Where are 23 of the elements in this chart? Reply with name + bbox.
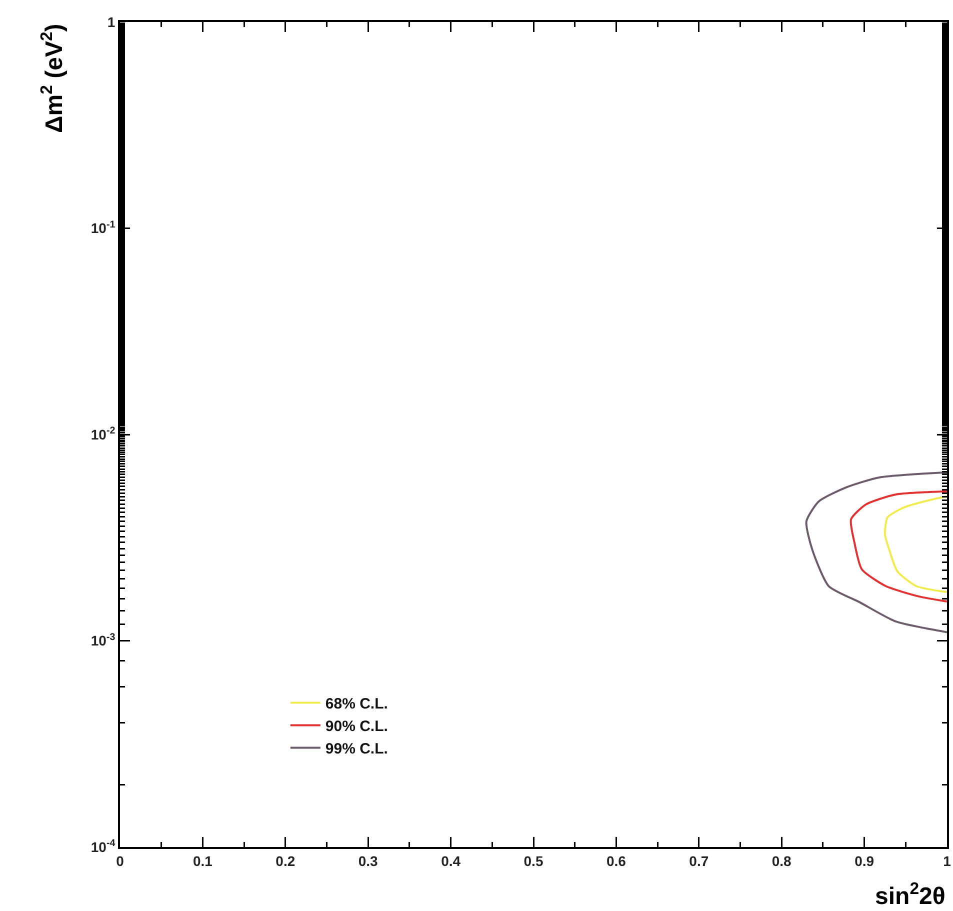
x-tick-label: 0.2 xyxy=(276,852,296,869)
legend-label: 68% C.L. xyxy=(325,696,388,713)
line-series xyxy=(805,471,947,634)
x-tick-label: 0.6 xyxy=(606,852,626,869)
x-tick-label: 0.8 xyxy=(772,852,792,869)
x-tick-label: 0.7 xyxy=(689,852,709,869)
legend-label: 90% C.L. xyxy=(325,718,388,736)
y-tick-label: 10$^{-3}$ xyxy=(90,632,116,649)
x-tick-label: 0.4 xyxy=(441,852,461,869)
x-axis-title: sin$^{2}$2θ xyxy=(875,879,946,910)
y-tick-label: 1 xyxy=(107,14,116,30)
line-series xyxy=(884,495,947,594)
x-tick-label: 1 xyxy=(943,852,952,869)
x-tick-label: 0.5 xyxy=(524,852,544,869)
y-tick-label: 10$^{-2}$ xyxy=(90,426,116,442)
y-tick-label: 10$^{-4}$ xyxy=(90,838,116,855)
line-series xyxy=(850,490,947,602)
x-tick-label: 0.1 xyxy=(192,852,213,869)
x-tick-label: 0 xyxy=(116,852,124,869)
x-tick-label: 0.9 xyxy=(854,852,874,869)
y-tick-label: 10$^{-1}$ xyxy=(90,219,116,236)
legend-label: 99% C.L. xyxy=(325,740,388,758)
x-tick-label: 0.3 xyxy=(358,852,378,869)
